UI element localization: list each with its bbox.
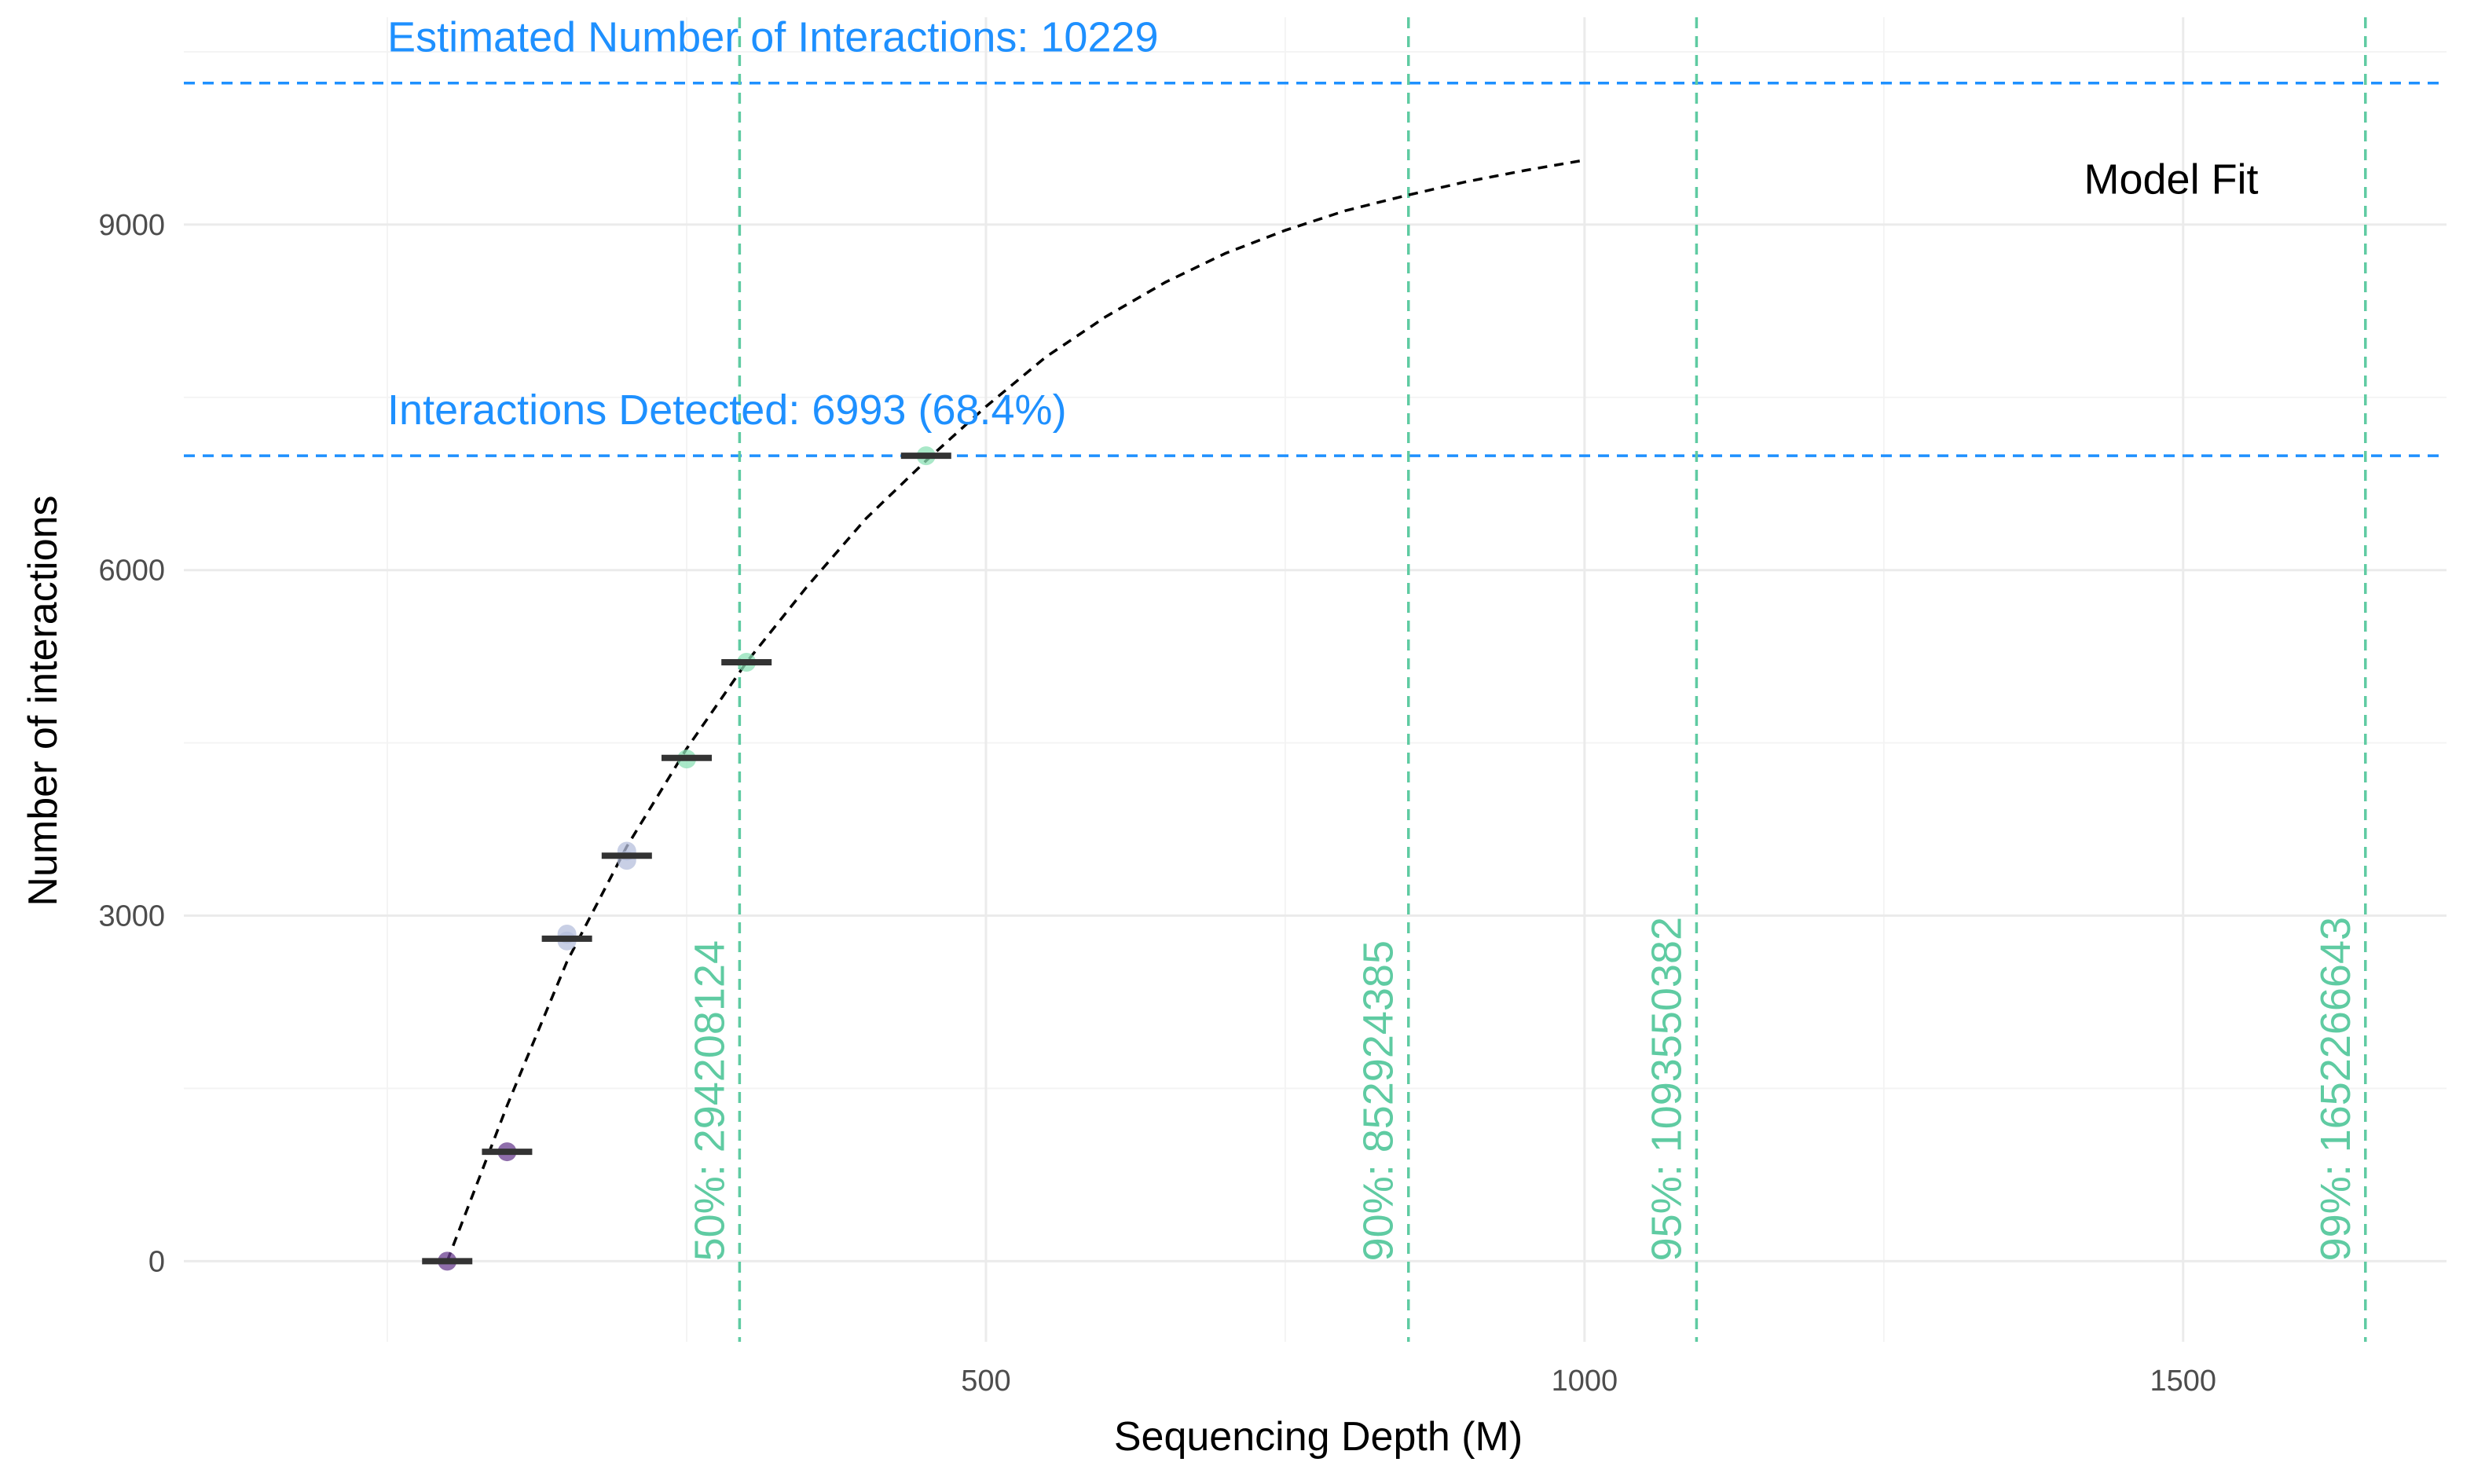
vertical-line-label: 50%: 294208124	[686, 940, 733, 1261]
y-tick-label: 9000	[98, 209, 165, 242]
annotations: Estimated Number of Interactions: 10229 I…	[387, 14, 2359, 1262]
vertical-line-label: 95%: 1093550382	[1643, 917, 1690, 1261]
grid	[184, 17, 2447, 1342]
y-axis-title: Number of interactions	[20, 495, 66, 906]
y-tick-label: 6000	[98, 555, 165, 588]
median-bars	[422, 453, 951, 1265]
x-tick-label: 500	[961, 1365, 1010, 1398]
y-tick-label: 0	[148, 1245, 165, 1278]
model-fit-label: Model Fit	[2084, 156, 2258, 203]
x-axis-title: Sequencing Depth (M)	[1114, 1414, 1523, 1460]
reference-lines	[184, 17, 2447, 1342]
model-fit-layer	[445, 159, 1585, 1262]
tick-labels: 500 1000 1500 0 3000 6000 9000	[98, 209, 2216, 1398]
x-tick-label: 1000	[1552, 1365, 1618, 1398]
model-fit-curve	[445, 159, 1585, 1262]
x-tick-label: 1500	[2150, 1365, 2216, 1398]
vertical-line-label: 99%: 1652266643	[2312, 917, 2359, 1261]
horizontal-line-label: Estimated Number of Interactions: 10229	[387, 14, 1159, 61]
horizontal-line-label: Interactions Detected: 6993 (68.4%)	[387, 387, 1067, 434]
y-tick-label: 3000	[98, 900, 165, 933]
vertical-line-label: 90%: 852924385	[1355, 940, 1402, 1261]
